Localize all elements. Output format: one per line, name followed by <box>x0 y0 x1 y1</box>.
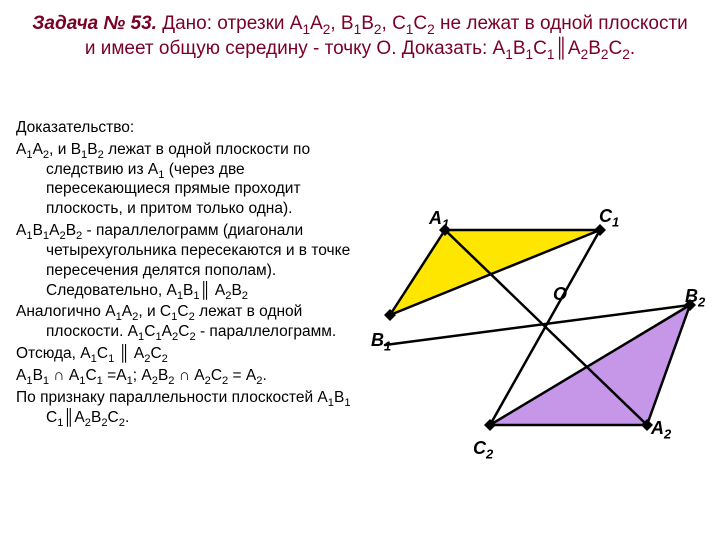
vertex-label-O: O <box>553 284 567 305</box>
proof-para: Отсюда, А1С1 ║ А2С2 <box>16 344 371 364</box>
task-label: Задача № 53. <box>32 13 157 34</box>
proof-para: А1А2, и В1В2 лежат в одной плоскости по … <box>16 140 371 219</box>
proof-para: По признаку параллельности плоскостей А1… <box>16 388 371 428</box>
proof-para: А1В1 ∩ А1С1 =А1; А2В2 ∩ А2С2 = А2. <box>16 366 371 386</box>
vertex-label-C2: C2 <box>473 438 493 459</box>
proof-para: А1В1А2В2 - параллелограмм (диагонали чет… <box>16 221 371 300</box>
vertex-label-B1: B1 <box>371 330 391 351</box>
geometry-diagram: A1C1B1OB2A2C2 <box>375 200 715 510</box>
problem-title: Задача № 53. Дано: отрезки А1А2, В1В2, С… <box>0 0 720 71</box>
proof-para: Аналогично А1А2, и С1С2 лежат в одной пл… <box>16 302 371 342</box>
proof-heading: Доказательство: <box>16 118 371 138</box>
vertex-label-B2: B2 <box>685 286 705 307</box>
title-text: Дано: отрезки А1А2, В1В2, С1С2 не лежат … <box>85 13 688 59</box>
vertex-label-A1: A1 <box>429 208 449 229</box>
proof-block: Доказательство: А1А2, и В1В2 лежат в одн… <box>16 118 371 429</box>
vertex-label-A2: A2 <box>651 418 671 439</box>
vertex-label-C1: C1 <box>599 206 619 227</box>
